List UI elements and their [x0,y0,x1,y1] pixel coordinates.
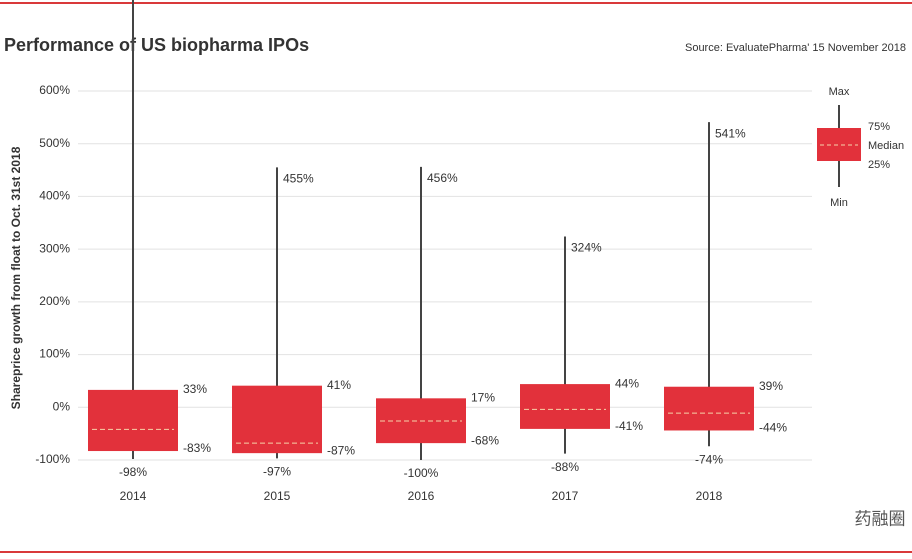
min-label: -100% [404,466,439,480]
box [520,384,610,429]
x-tick-label: 2014 [120,489,147,503]
min-label: -98% [119,465,147,479]
y-tick-label: 0% [53,399,71,413]
y-tick-label: 300% [39,241,70,255]
legend-label: 75% [868,121,890,133]
max-label: 456% [427,171,458,185]
q1-label: -83% [183,441,211,455]
legend-label: Min [830,197,848,209]
legend-label: Median [868,140,904,152]
box [88,389,178,452]
x-tick-label: 2017 [552,489,579,503]
y-tick-label: 200% [39,294,70,308]
y-tick-label: 100% [39,347,70,361]
watermark: 药融圈 [855,509,906,528]
min-label: -88% [551,460,579,474]
q1-label: -41% [615,419,643,433]
source: Source: EvaluatePharma' 15 November 2018 [685,42,906,54]
q3-label: 44% [615,376,639,390]
y-axis-label: Shareprice growth from float to Oct. 31s… [9,146,23,409]
x-tick-label: 2015 [264,489,291,503]
y-tick-label: 400% [39,189,70,203]
y-tick-label: 600% [39,83,70,97]
q3-label: 33% [183,382,207,396]
chart-title: Performance of US biopharma IPOs [4,35,309,55]
max-label: 324% [571,241,602,255]
q3-label: 39% [759,379,783,393]
q1-label: -68% [471,433,499,447]
max-label: 541% [715,126,746,140]
legend-label: Max [829,86,850,98]
x-tick-label: 2018 [696,489,723,503]
q1-label: -87% [327,443,355,457]
q1-label: -44% [759,421,787,435]
x-tick-label: 2016 [408,489,435,503]
max-label: 455% [283,172,314,186]
legend-box [817,128,861,161]
y-tick-label: 500% [39,136,70,150]
box [664,386,754,431]
min-label: -97% [263,465,291,479]
box [232,385,322,454]
q3-label: 17% [471,390,495,404]
q3-label: 41% [327,378,351,392]
y-tick-label: -100% [35,452,70,466]
legend-label: 25% [868,159,890,171]
min-label: -74% [695,452,723,466]
